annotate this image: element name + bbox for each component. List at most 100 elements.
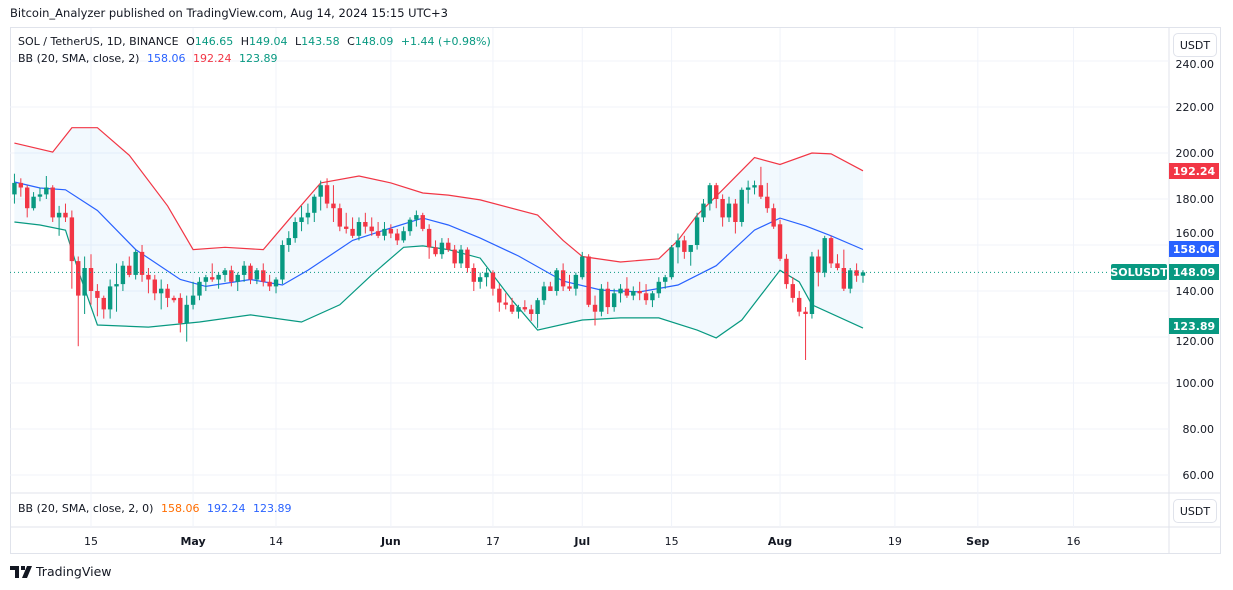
- candle-body: [433, 247, 438, 255]
- candle-body: [765, 196, 770, 209]
- candle-body: [120, 265, 126, 285]
- lower-bb-value-3: 123.89: [252, 502, 292, 515]
- candle: [458, 245, 464, 268]
- upper-band-tag: 192.24: [1169, 163, 1219, 179]
- lower-band-tag: 123.89: [1169, 318, 1219, 334]
- candle-body: [395, 233, 400, 241]
- candle-body: [688, 245, 693, 252]
- candle-body: [580, 256, 585, 278]
- candle: [745, 180, 751, 204]
- candle-body: [286, 238, 291, 245]
- candle: [382, 222, 387, 241]
- candle-body: [796, 297, 802, 312]
- candle: [752, 180, 757, 195]
- candle-body: [50, 187, 55, 218]
- candle: [841, 249, 847, 291]
- bb-legend: BB (20, SMA, close, 2) 158.06 192.24 123…: [18, 52, 281, 65]
- candle-body: [790, 284, 795, 298]
- candle: [395, 228, 400, 245]
- candle-body: [31, 196, 36, 209]
- candle: [267, 274, 272, 291]
- candle-body: [139, 251, 145, 275]
- symbol-title[interactable]: SOL / TetherUS, 1D, BINANCE: [18, 35, 179, 48]
- candle-body: [18, 182, 24, 188]
- candle: [63, 203, 68, 222]
- candle-body: [171, 297, 177, 301]
- candle: [420, 212, 425, 232]
- candle: [388, 224, 394, 239]
- candle-body: [407, 219, 413, 232]
- candle-body: [305, 212, 311, 218]
- y-tick-label: 240.00: [1176, 58, 1215, 71]
- candle-body: [331, 203, 336, 209]
- candle: [452, 245, 457, 268]
- currency-button[interactable]: USDT: [1173, 33, 1217, 57]
- lower-currency-button[interactable]: USDT: [1173, 499, 1217, 523]
- candle: [414, 210, 419, 227]
- candle: [516, 304, 521, 319]
- candle: [210, 263, 215, 282]
- x-tick-label: 16: [1067, 535, 1081, 548]
- candle: [286, 231, 291, 252]
- bb-title[interactable]: BB (20, SMA, close, 2): [18, 52, 140, 65]
- candle: [152, 274, 157, 301]
- bb-upper-value: 192.24: [192, 52, 232, 65]
- candle-body: [567, 286, 572, 289]
- candle: [796, 291, 802, 317]
- candle-body: [841, 268, 847, 289]
- y-tick-label: 160.00: [1176, 227, 1215, 240]
- candle: [765, 182, 770, 213]
- candle: [828, 235, 834, 268]
- symbol-legend: SOL / TetherUS, 1D, BINANCE O146.65 H149…: [18, 35, 495, 48]
- candle: [241, 261, 247, 282]
- lower-bb-value-1: 158.06: [160, 502, 200, 515]
- candle-body: [241, 265, 247, 275]
- candle-body: [854, 270, 859, 276]
- close-value: 148.09: [354, 35, 394, 48]
- candle-body: [158, 288, 164, 294]
- candle: [560, 263, 566, 291]
- candle: [701, 199, 706, 222]
- candle: [535, 297, 540, 328]
- candle: [356, 217, 362, 241]
- bb-lower-value: 123.89: [238, 52, 278, 65]
- candle: [573, 272, 579, 296]
- candle-body: [669, 247, 674, 278]
- tradingview-logo[interactable]: TradingView: [10, 564, 112, 579]
- candle: [350, 217, 355, 239]
- candle: [171, 295, 177, 303]
- candle: [694, 212, 700, 250]
- candle-body: [165, 288, 170, 298]
- candle: [337, 203, 343, 232]
- candle-body: [720, 199, 725, 218]
- candle-body: [560, 270, 566, 287]
- candle-body: [363, 222, 368, 227]
- candle-body: [235, 274, 240, 282]
- candle-body: [273, 279, 279, 287]
- candle-body: [739, 189, 744, 222]
- candle: [69, 210, 75, 289]
- candle-body: [675, 240, 681, 248]
- candle-body: [477, 277, 483, 282]
- candle-body: [848, 270, 853, 289]
- axes: 60.00 80.00 100.00 120.00 140.00 160.00 180.00…: [10, 58, 1214, 548]
- candle-body: [516, 307, 521, 312]
- candle: [758, 166, 764, 199]
- candle-body: [592, 304, 598, 312]
- candle: [529, 304, 534, 321]
- candle: [688, 245, 693, 266]
- candle: [509, 297, 515, 314]
- candle-body: [210, 277, 215, 280]
- candle-body: [337, 208, 343, 227]
- bb-basis-value: 158.06: [146, 52, 186, 65]
- lower-bb-title[interactable]: BB (20, SMA, close, 2, 0): [18, 502, 154, 515]
- x-tick-label: Jul: [573, 535, 590, 548]
- candle-body: [599, 288, 604, 312]
- candle: [650, 291, 655, 308]
- candle: [733, 199, 738, 234]
- last-price-tag: 148.09: [1169, 264, 1219, 280]
- candle-body: [107, 286, 113, 310]
- candle-body: [37, 194, 43, 197]
- candle-body: [146, 274, 151, 280]
